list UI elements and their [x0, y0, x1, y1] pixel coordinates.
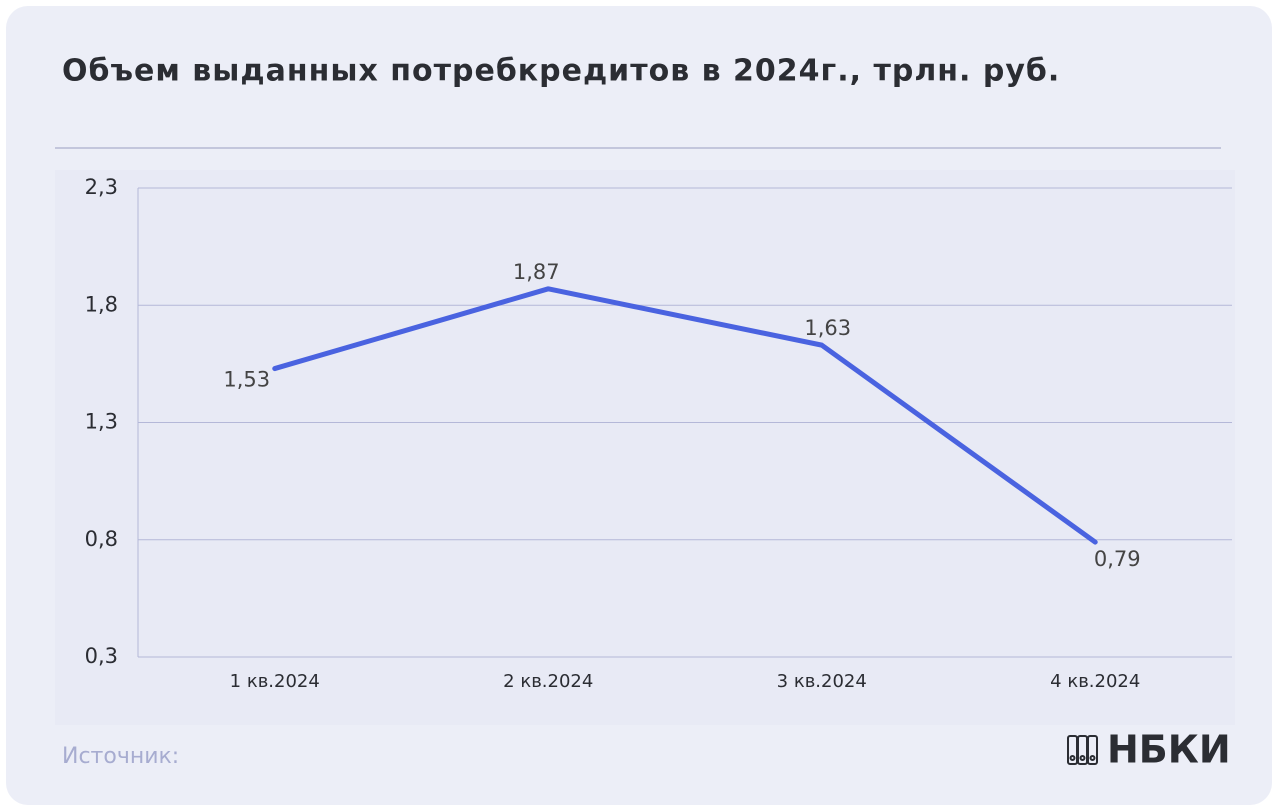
y-tick-label: 0,8 [85, 527, 118, 551]
x-tick-label: 3 кв.2024 [777, 671, 867, 692]
value-label: 1,53 [223, 368, 270, 392]
line [272, 286, 1098, 545]
plot-panel [55, 170, 1235, 725]
y-tick-label: 2,3 [85, 175, 118, 199]
y-tick-label: 1,3 [85, 410, 118, 434]
source: Источник: [62, 744, 179, 769]
x-tick-label: 1 кв.2024 [230, 671, 320, 692]
y-tick-label: 1,8 [85, 292, 118, 316]
value-label: 1,87 [513, 260, 560, 284]
value-label: 1,63 [804, 316, 851, 340]
value-label: 0,79 [1094, 547, 1141, 571]
logo: НБКИ [1107, 728, 1231, 772]
x-tick-label: 2 кв.2024 [503, 671, 593, 692]
chart-title: Объем выданных потребкредитов в 2024г., … [62, 54, 1060, 89]
logo-icon [1067, 735, 1098, 765]
x-tick-label: 4 кв.2024 [1050, 671, 1140, 692]
y-tick-label: 0,3 [85, 644, 118, 668]
